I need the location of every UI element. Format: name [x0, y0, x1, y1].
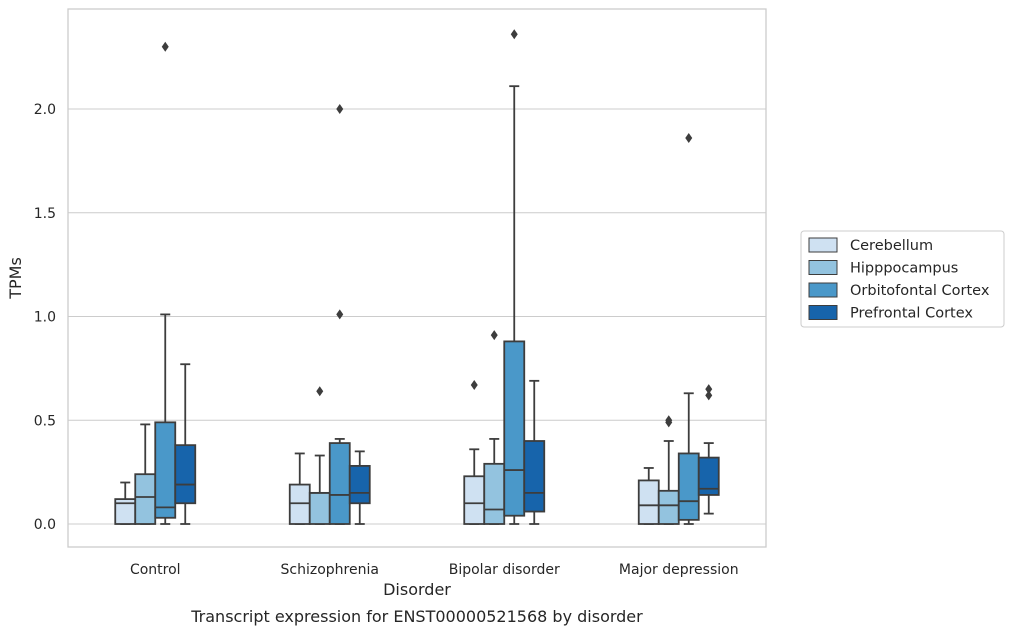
box [328, 442, 351, 525]
outlier-point [510, 29, 518, 40]
y-tick-label: 1.0 [34, 310, 56, 326]
outlier-point [665, 415, 673, 426]
legend: Cerebellum Hipppocampus Orbitofontal Corte… [800, 230, 1005, 328]
box-group [657, 415, 680, 525]
box [288, 483, 311, 525]
legend-swatch [808, 260, 838, 275]
box-group [637, 467, 660, 525]
box [677, 452, 700, 521]
legend-swatch [808, 282, 838, 298]
box-group [174, 363, 197, 525]
box-group [697, 384, 720, 515]
legend-label: Hipppocampus [850, 261, 958, 277]
box [503, 340, 526, 517]
x-tick-labels: Control Schizophrenia Bipolar disorder Majo… [130, 562, 739, 578]
legend-label: Orbitofontal Cortex [850, 283, 990, 299]
box-group [134, 423, 157, 525]
legend-swatch [808, 305, 838, 320]
box-group [154, 41, 177, 525]
y-tick-labels: 0.0 0.5 1.0 1.5 2.0 [34, 102, 56, 533]
outlier-point [705, 384, 713, 395]
box-group [308, 386, 331, 525]
box-group [288, 452, 311, 525]
box [134, 473, 157, 525]
box-group [348, 450, 371, 525]
y-tick-label: 0.0 [34, 517, 56, 533]
box-group [677, 133, 700, 525]
box-group [328, 104, 351, 525]
legend-swatch [808, 237, 838, 253]
outlier-point [161, 41, 169, 52]
box [637, 479, 660, 525]
outlier-point [336, 309, 344, 320]
box-plots [114, 29, 720, 525]
outlier-point [685, 133, 693, 144]
outlier-point [490, 330, 498, 341]
outlier-point [316, 386, 324, 397]
x-axis-label: Disorder [383, 580, 451, 599]
outlier-point [336, 104, 344, 114]
box-group [483, 330, 506, 525]
x-tick-label: Major depression [619, 562, 739, 578]
y-tick-label: 1.5 [34, 206, 56, 222]
box [463, 475, 486, 525]
box-group [503, 29, 526, 525]
box [154, 421, 177, 519]
box [308, 491, 331, 525]
y-axis-label: TPMs [6, 257, 25, 300]
y-tick-label: 0.5 [34, 413, 56, 429]
box [697, 456, 720, 496]
box [657, 489, 680, 525]
legend-label: Prefrontal Cortex [850, 306, 973, 322]
box [483, 462, 506, 525]
box [174, 444, 197, 505]
box [523, 440, 546, 513]
outlier-point [470, 379, 478, 390]
outlier-point [705, 390, 713, 401]
legend-frame [800, 230, 1005, 328]
x-tick-label: Schizophrenia [281, 562, 379, 578]
box-group [114, 481, 137, 525]
box-group [463, 379, 486, 525]
chart-caption: Transcript expression for ENST0000052156… [190, 607, 643, 626]
x-tick-label: Bipolar disorder [449, 562, 560, 578]
box [348, 464, 371, 505]
plot-frame [67, 8, 767, 548]
box-group [523, 379, 546, 525]
y-tick-label: 2.0 [34, 102, 56, 118]
x-tick-label: Control [130, 562, 181, 578]
legend-label: Cerebellum [850, 238, 933, 254]
